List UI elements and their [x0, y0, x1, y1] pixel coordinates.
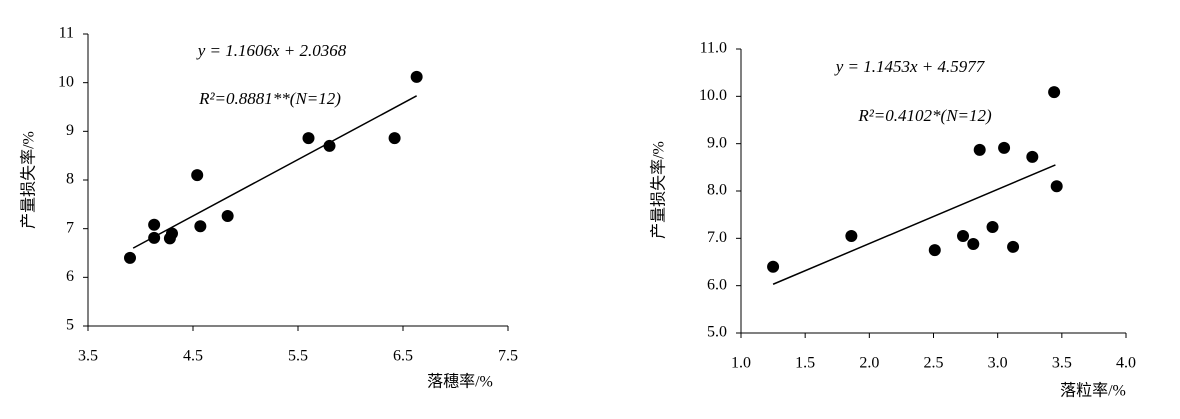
point [124, 251, 136, 264]
annotation: y = 1.1606x + 2.0368 [196, 41, 347, 60]
x-tick-label: 1.5 [795, 355, 815, 372]
x-tick-label: 1.0 [731, 355, 751, 372]
point [148, 218, 161, 231]
y-axis-label: 产量损失率/% [650, 141, 668, 239]
x-axis-label: 落穗率/% [427, 373, 493, 391]
point [967, 238, 980, 251]
y-tick-label: 7 [66, 219, 74, 236]
point [388, 132, 401, 145]
point [148, 231, 161, 244]
point [194, 220, 207, 233]
point [221, 210, 234, 223]
y-tick-label: 11.0 [700, 40, 727, 57]
point [1050, 180, 1063, 193]
x-tick-label: 4.0 [1116, 355, 1136, 372]
annotation: R²=0.4102*(N=12) [857, 106, 992, 125]
x-tick-label: 7.5 [498, 348, 518, 365]
point [845, 229, 858, 242]
y-axis-label: 产量损失率/% [20, 131, 38, 229]
point [323, 139, 336, 152]
y-tick-label: 8 [66, 171, 74, 188]
y-tick-label: 10.0 [699, 87, 727, 104]
x-axis-label: 落粒率/% [1060, 382, 1126, 400]
point [767, 260, 780, 273]
trend-line [132, 95, 418, 249]
point [957, 229, 970, 242]
y-tick-label: 10 [58, 73, 74, 90]
x-tick-label: 6.5 [393, 348, 413, 365]
x-tick-label: 3.5 [78, 348, 98, 365]
x-tick-label: 5.5 [288, 348, 308, 365]
point [973, 143, 986, 156]
annotation: R²=0.8881**(N=12) [198, 89, 341, 108]
y-tick-label: 5 [66, 317, 74, 334]
point [1026, 150, 1039, 163]
y-tick-label: 5.0 [707, 324, 727, 341]
point [163, 232, 176, 245]
point [302, 132, 315, 145]
point [1007, 240, 1020, 253]
y-tick-label: 6.0 [707, 276, 727, 293]
x-tick-label: 2.5 [924, 355, 944, 372]
x-tick-label: 3.0 [988, 355, 1008, 372]
point [986, 220, 999, 233]
x-tick-label: 2.0 [859, 355, 879, 372]
point [998, 141, 1011, 154]
y-tick-label: 9.0 [707, 134, 727, 151]
y-tick-label: 9 [66, 122, 74, 139]
y-tick-label: 8.0 [707, 182, 727, 199]
x-tick-label: 3.5 [1052, 355, 1072, 372]
annotation: y = 1.1453x + 4.5977 [834, 57, 986, 76]
point [191, 169, 204, 182]
x-tick-label: 4.5 [183, 348, 203, 365]
y-tick-label: 6 [66, 268, 74, 285]
point [1048, 86, 1061, 99]
point [928, 244, 941, 257]
point [410, 70, 423, 83]
y-tick-label: 7.0 [707, 229, 727, 246]
y-tick-label: 11 [59, 25, 74, 42]
trend-line [772, 164, 1056, 285]
